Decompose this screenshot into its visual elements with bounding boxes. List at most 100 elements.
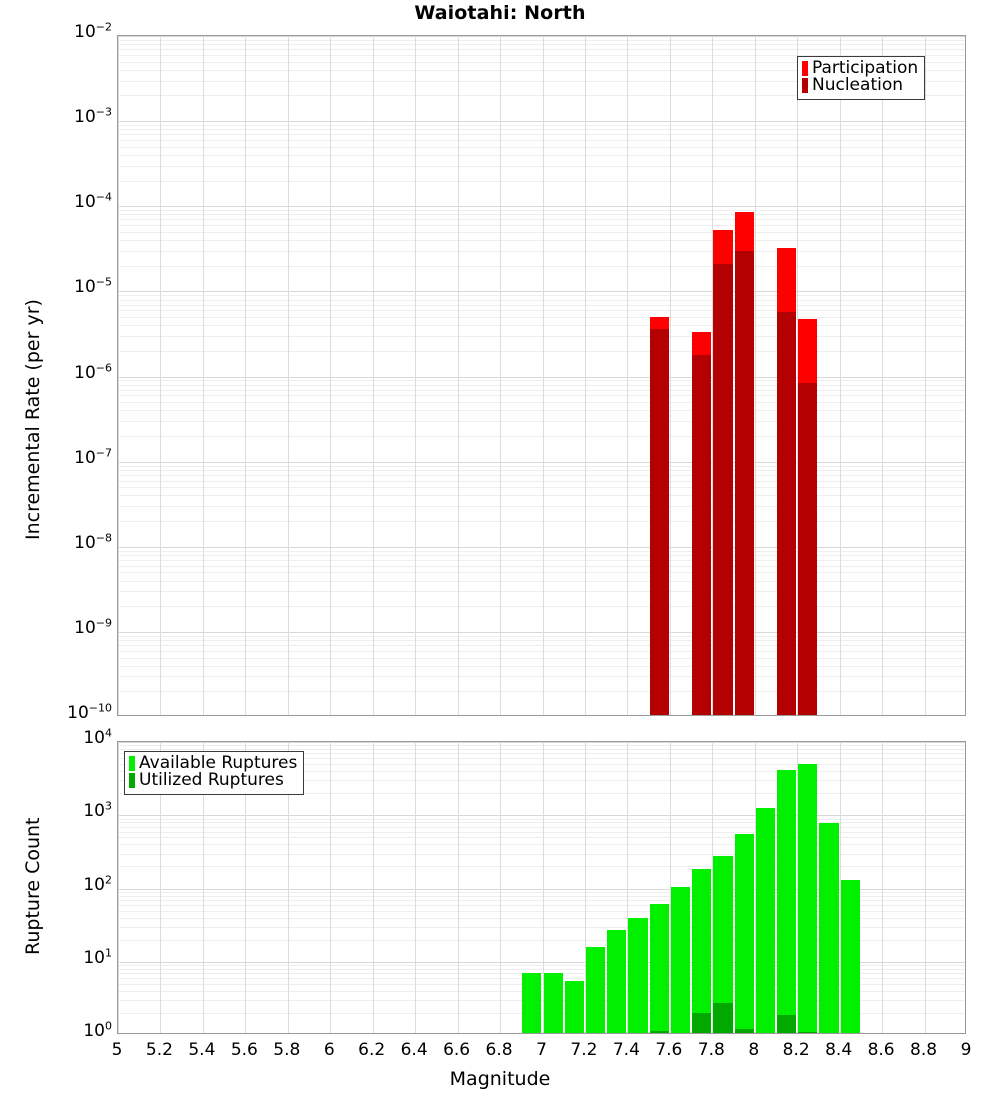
gridline-minor [118,565,965,567]
gridline-minor [118,384,965,386]
gridline-vertical [160,742,162,1033]
gridline-minor [118,904,965,906]
bar-utilized-ruptures [692,1012,712,1033]
x-tick-label: 7.6 [655,1040,683,1060]
x-tick-label: 7.2 [570,1040,598,1060]
gridline-major [118,546,965,548]
gridline-vertical [669,36,671,715]
gridline-minor [118,214,965,216]
x-tick-label: 8.4 [825,1040,853,1060]
gridline-vertical [839,36,841,715]
gridline-minor [118,295,965,297]
x-tick-label: 6.6 [443,1040,471,1060]
gridline-minor [118,395,965,397]
gridline-minor [118,421,965,422]
bar-nucleation [713,263,733,715]
bar-utilized-ruptures [649,1030,669,1033]
gridline-vertical [330,742,332,1033]
bar-available-ruptures [798,764,818,1033]
bar-available-ruptures [755,808,775,1033]
gridline-vertical [457,36,459,715]
bar-available-ruptures [734,833,754,1033]
x-tick-label: 8.2 [782,1040,810,1060]
gridline-major [118,815,965,817]
bar-available-ruptures [628,917,648,1033]
gridline-minor [118,250,965,252]
gridline-minor [118,831,965,833]
gridline-vertical [797,742,799,1033]
gridline-minor [118,891,965,893]
gridline-vertical [627,36,629,715]
gridline-minor [118,317,965,318]
gridline-minor [118,764,965,766]
legend-label: Utilized Ruptures [139,770,284,791]
gridline-minor [118,572,965,574]
bar-nucleation [798,382,818,715]
gridline-vertical [584,742,586,1033]
bar-available-ruptures [776,770,797,1033]
x-tick-label: 8 [748,1040,760,1060]
legend-swatch-icon [129,773,135,789]
x-tick-label: 9 [960,1040,972,1060]
gridline-minor [118,917,965,919]
x-tick-label: 6.8 [485,1040,513,1060]
gridline-minor [118,844,965,846]
gridline-major [118,121,965,123]
gridline-minor [118,983,965,985]
gridline-minor [118,487,965,489]
top-gridlines [118,36,965,715]
gridline-minor [118,350,965,352]
gridline-minor [118,837,965,839]
gridline-minor [118,480,965,482]
y-tick-label: 101 [83,946,112,968]
gridline-vertical [202,36,204,715]
gridline-minor [118,140,965,141]
gridline-minor [118,225,965,227]
gridline-minor [118,265,965,267]
top-legend: Participation Nucleation [797,56,926,100]
x-tick-label: 5 [111,1040,123,1060]
gridline-minor [118,469,965,471]
gridline-minor [118,1012,965,1014]
gridline-minor [118,910,965,912]
gridline-minor [118,299,965,301]
gridline-minor [118,474,965,476]
gridline-minor [118,866,965,868]
gridline-minor [118,69,965,71]
gridline-minor [118,465,965,467]
gridline-vertical [839,742,841,1033]
legend-swatch-icon [802,78,808,94]
gridline-minor [118,521,965,523]
gridline-minor [118,402,965,404]
gridline-vertical [797,36,799,715]
gridline-vertical [118,36,119,715]
legend-label: Available Ruptures [139,753,298,773]
gridline-minor [118,650,965,652]
y-tick-label: 10−3 [74,105,112,128]
y-tick-label: 102 [83,872,112,895]
gridline-vertical [202,742,204,1033]
gridline-minor [118,95,965,97]
x-tick-label: 5.4 [188,1040,216,1060]
gridline-minor [118,771,965,773]
x-tick-label: 7 [536,1040,547,1060]
top-y-axis-title: Incremental Rate (per yr) [22,299,44,540]
gridline-major [118,742,965,743]
gridline-vertical [245,742,247,1033]
gridline-vertical [245,36,247,715]
bar-utilized-ruptures [713,1003,733,1033]
incremental-rate-plot [117,35,966,716]
bar-nucleation [649,329,669,715]
bar-available-ruptures [564,980,584,1033]
gridline-minor [118,380,965,382]
y-tick-label: 10−7 [74,445,112,468]
bar-available-ruptures [670,886,691,1033]
bar-available-ruptures [543,973,563,1033]
gridline-minor [118,304,965,306]
gridline-minor [118,749,965,751]
bar-available-ruptures [649,903,669,1033]
x-tick-label: 8.8 [910,1040,938,1060]
gridline-vertical [882,36,884,715]
gridline-minor [118,990,965,992]
gridline-minor [118,154,965,156]
